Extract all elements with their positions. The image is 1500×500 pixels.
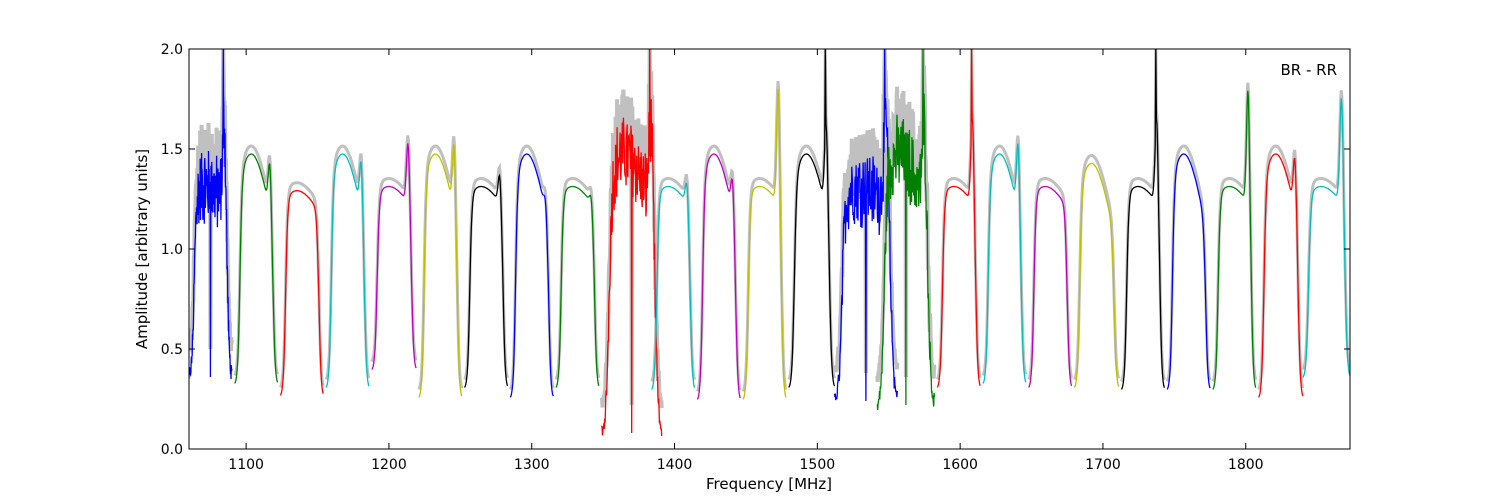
band-series-8	[509, 153, 554, 398]
band-series-14	[788, 49, 836, 388]
band-series-6	[418, 144, 463, 398]
band-series-23	[1212, 90, 1257, 390]
band-series-20	[1073, 162, 1120, 388]
band-series-12	[696, 153, 741, 400]
band-series-7	[464, 173, 509, 388]
band-series-13	[742, 89, 787, 400]
y-tick-label: 0.5	[161, 342, 183, 358]
band-series-17	[936, 49, 981, 388]
x-tick-label: 1200	[371, 457, 407, 473]
band-series-11	[651, 182, 696, 390]
x-tick-label: 1700	[1085, 457, 1121, 473]
y-tick-label: 1.5	[161, 142, 183, 158]
x-axis: 1100 1200 1300 1400 1500 1600 1700 1800	[228, 49, 1264, 473]
y-tick-label: 1.0	[161, 242, 183, 258]
band-series-25	[1302, 98, 1350, 378]
band-series-19	[1028, 185, 1073, 388]
y-axis-label: Amplitude [arbitrary units]	[133, 149, 151, 349]
band-series-4	[325, 153, 370, 388]
x-tick-label: 1800	[1228, 457, 1264, 473]
y-tick-label: 0.0	[161, 442, 183, 458]
band-series-1	[189, 49, 233, 380]
x-axis-label: Frequency [MHz]	[706, 475, 832, 493]
band-series-16	[876, 49, 936, 410]
x-tick-label: 1600	[942, 457, 978, 473]
band-series-24	[1258, 153, 1304, 398]
band-series-22	[1166, 153, 1211, 390]
band-series-layer	[189, 49, 1350, 437]
band-series-10	[601, 49, 663, 437]
x-tick-label: 1500	[800, 457, 836, 473]
x-tick-label: 1300	[514, 457, 550, 473]
band-series-18	[982, 143, 1027, 384]
y-axis: 0.0 0.5 1.0 1.5 2.0	[161, 42, 1350, 458]
y-tick-label: 2.0	[161, 42, 183, 58]
x-tick-label: 1100	[228, 457, 264, 473]
band-series-5	[371, 143, 417, 370]
band-series-21	[1120, 49, 1166, 390]
legend-label: BR - RR	[1280, 61, 1337, 79]
band-series-9	[555, 185, 600, 388]
band-series-3	[279, 190, 324, 396]
band-series-15	[833, 49, 898, 402]
x-tick-label: 1400	[657, 457, 693, 473]
band-series-2	[234, 153, 279, 384]
